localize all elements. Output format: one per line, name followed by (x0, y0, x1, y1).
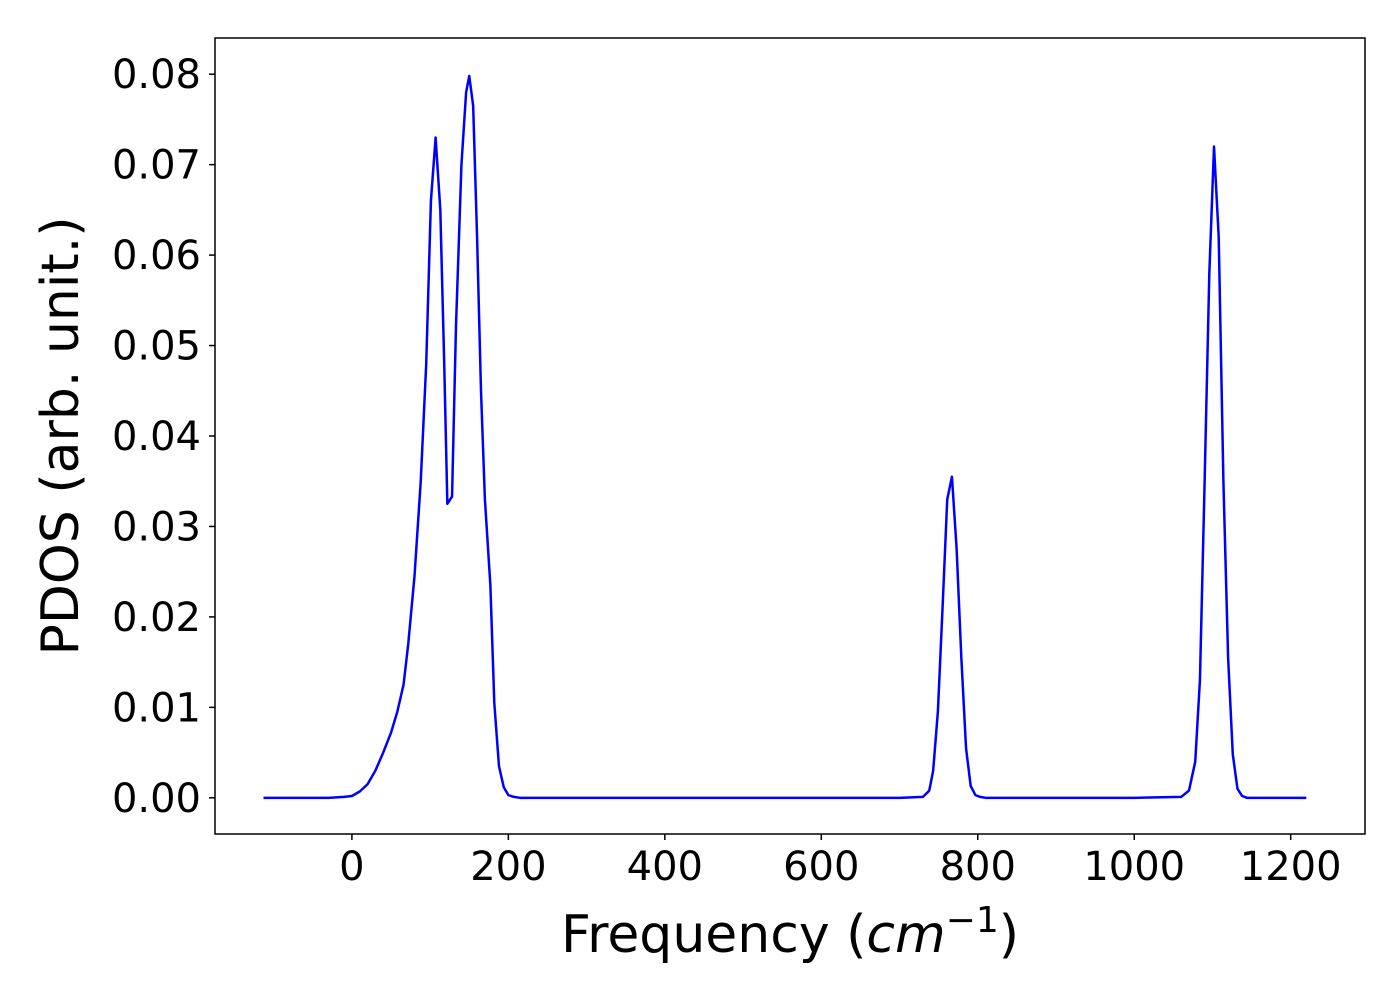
series-layer (263, 74, 1307, 800)
x-tick-label: 600 (783, 844, 859, 890)
x-axis: 0 200 400 600 800 1000 1200 (339, 834, 1342, 890)
x-tick-label: 800 (940, 844, 1016, 890)
y-tick-label: 0.08 (112, 52, 201, 98)
x-tick-label: 400 (627, 844, 703, 890)
pdos-series-line (263, 74, 1307, 800)
y-tick-label: 0.04 (112, 414, 201, 460)
x-tick-label: 1200 (1240, 844, 1342, 890)
plot-area-frame (214, 37, 1366, 835)
y-tick-label: 0.01 (112, 685, 201, 731)
y-axis: 0.00 0.01 0.02 0.03 0.04 0.05 0.06 0.07 0.08 (112, 52, 215, 822)
y-tick-label: 0.07 (112, 143, 201, 189)
x-tick-label: 200 (470, 844, 546, 890)
y-axis-label: PDOS (arb. unit.) (31, 216, 91, 655)
y-tick-label: 0.00 (112, 776, 201, 822)
x-tick-label: 0 (339, 844, 364, 890)
y-tick-label: 0.06 (112, 233, 201, 279)
y-tick-label: 0.03 (112, 504, 201, 550)
y-tick-label: 0.05 (112, 324, 201, 370)
x-axis-label: Frequency (cm−1) (561, 900, 1019, 965)
y-tick-label: 0.02 (112, 595, 201, 641)
x-tick-label: 1000 (1083, 844, 1185, 890)
